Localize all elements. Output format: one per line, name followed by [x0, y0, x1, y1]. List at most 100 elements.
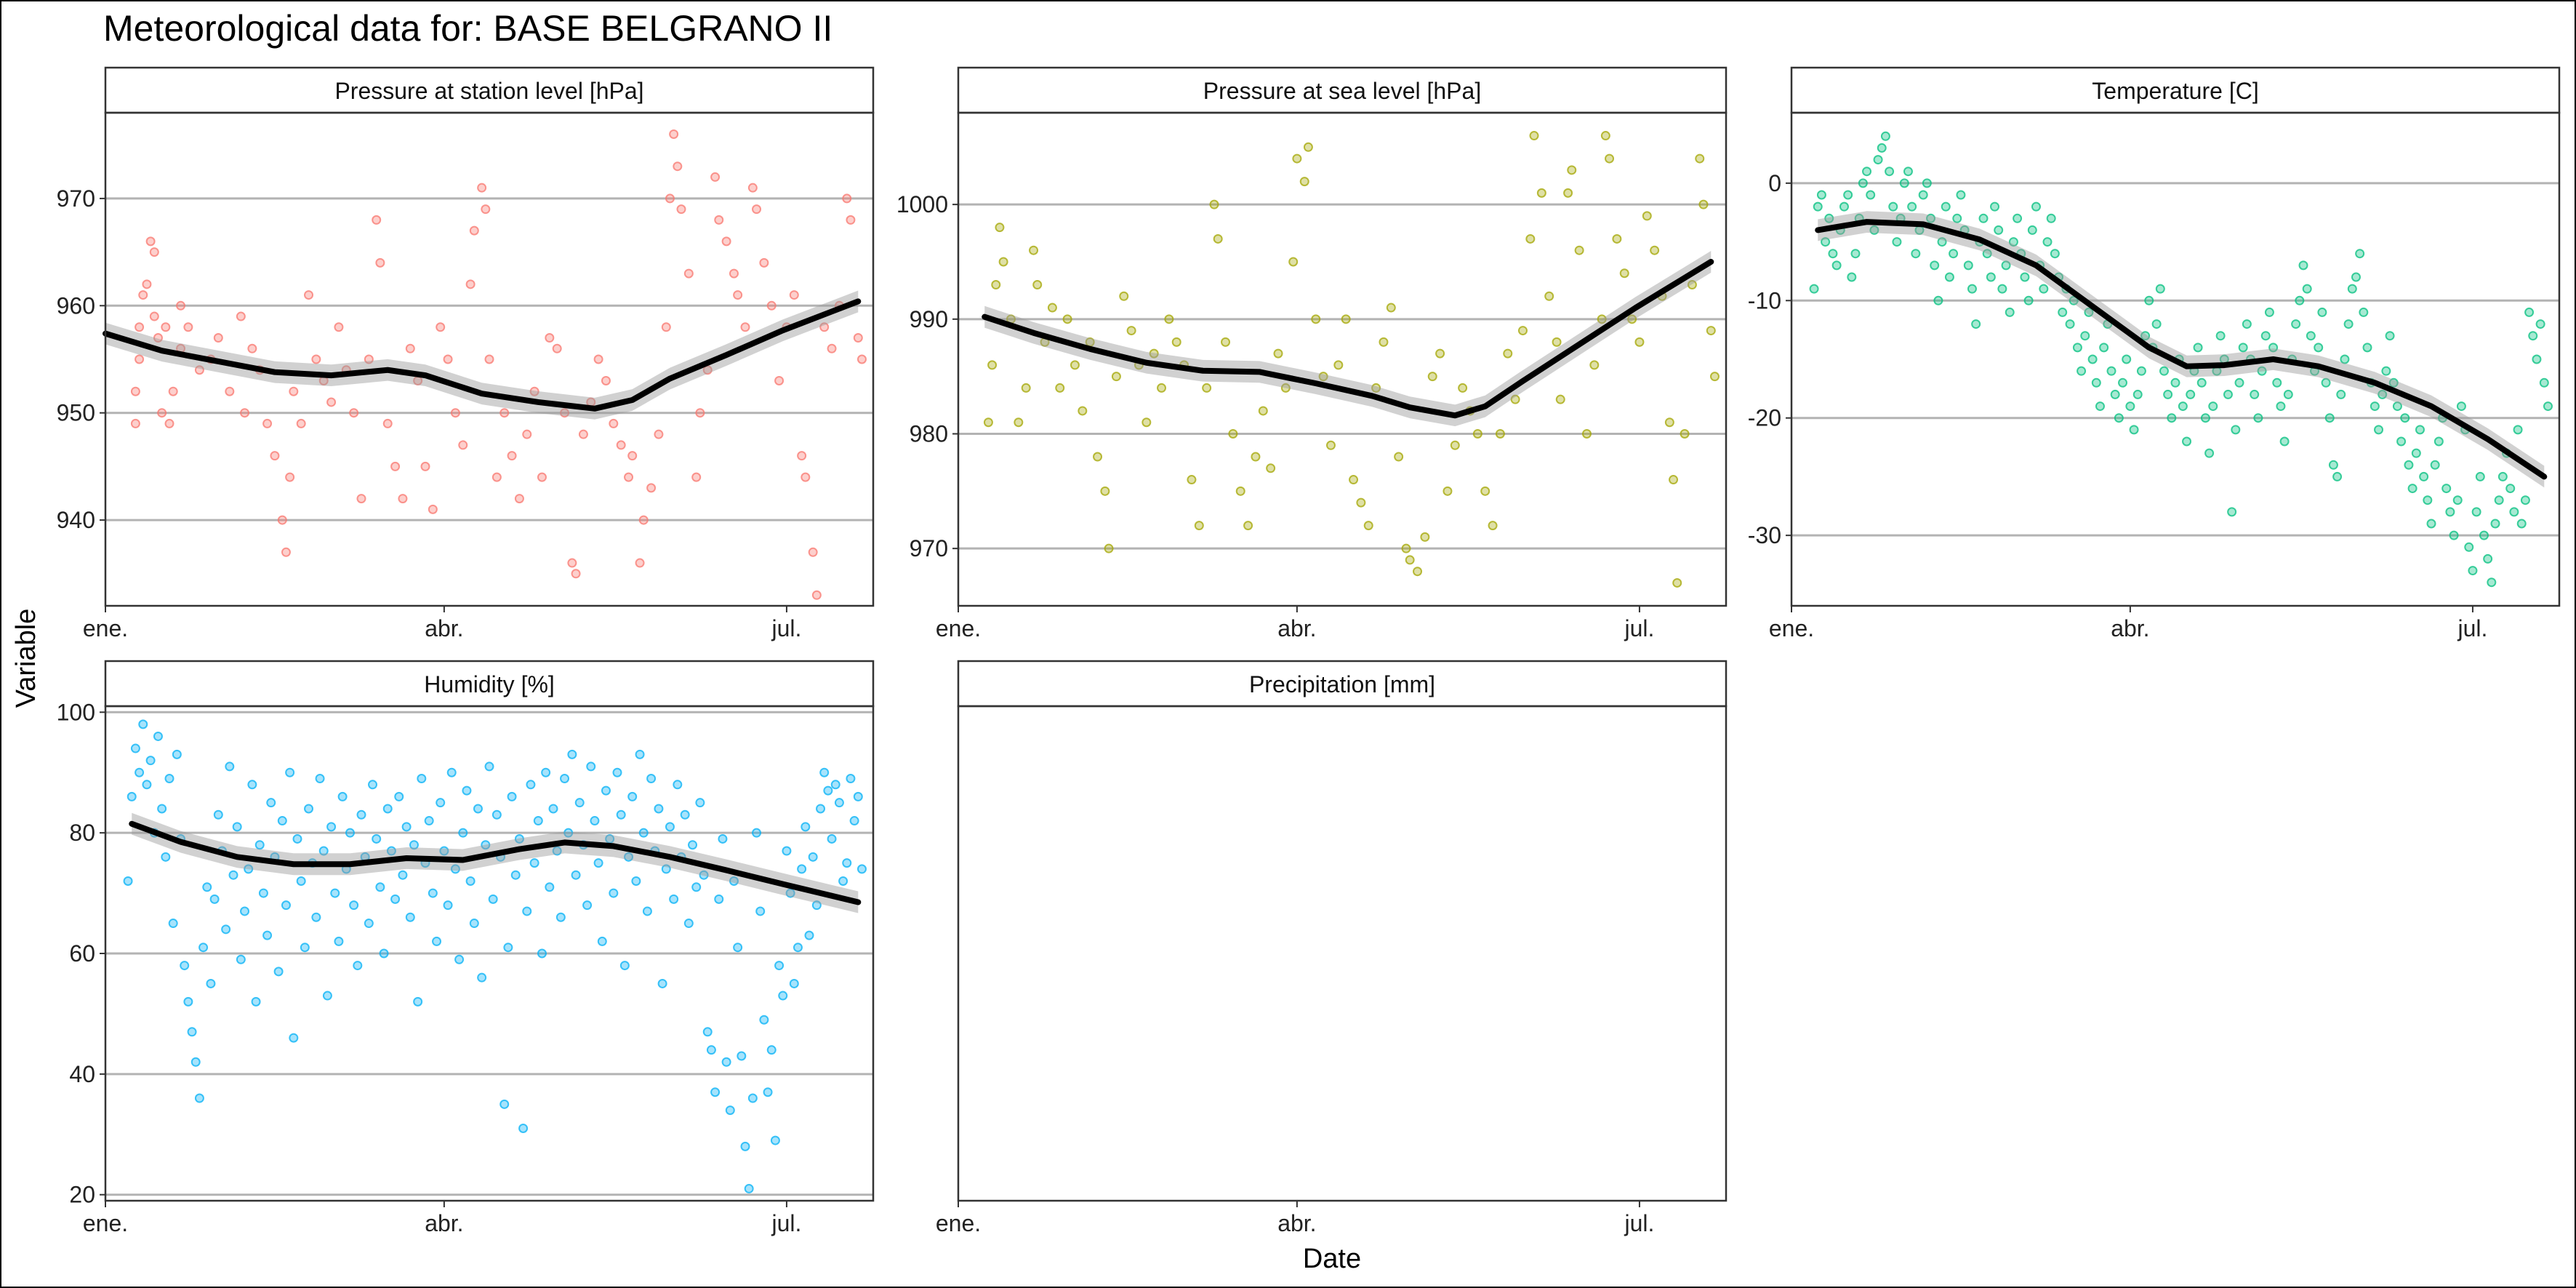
data-point	[1650, 245, 1660, 255]
data-point	[1213, 233, 1223, 244]
data-point	[1318, 372, 1328, 382]
data-point	[168, 386, 178, 396]
data-point	[1371, 383, 1381, 393]
data-point	[654, 804, 664, 814]
data-point	[168, 919, 178, 929]
trend-line	[1815, 219, 2548, 480]
data-point	[194, 1093, 204, 1103]
data-point	[714, 894, 724, 904]
data-point	[1997, 284, 2007, 294]
data-point	[1990, 201, 2000, 212]
data-point	[130, 743, 140, 753]
x-tick-label: ene.	[936, 1210, 981, 1236]
data-point	[382, 804, 393, 814]
data-point	[1930, 260, 1940, 271]
facet-title: Pressure at station level [hPa]	[334, 78, 643, 104]
y-tick-label: 990	[910, 306, 948, 332]
data-point	[2385, 331, 2395, 341]
data-point	[1687, 280, 1697, 290]
data-point	[529, 386, 539, 396]
data-point	[1510, 394, 1520, 404]
y-tick-label: 970	[57, 185, 95, 212]
panel-border	[957, 705, 1728, 1202]
data-point	[555, 912, 566, 922]
data-point	[2535, 319, 2545, 329]
data-point	[1014, 417, 1024, 428]
data-point	[740, 1141, 750, 1151]
data-point	[560, 408, 570, 418]
data-point	[2388, 377, 2399, 388]
x-tick-label: abr.	[425, 615, 463, 641]
data-point	[642, 906, 652, 916]
data-point	[1341, 314, 1351, 324]
data-point	[2314, 343, 2324, 353]
y-tick-label: 940	[57, 507, 95, 533]
data-point	[2471, 507, 2481, 517]
y-tick-label: 970	[910, 535, 948, 561]
data-point	[627, 791, 638, 801]
x-tick-label: jul.	[1624, 615, 1654, 641]
data-point	[518, 1123, 529, 1133]
x-tick-label: jul.	[2457, 615, 2487, 641]
data-point	[1413, 567, 1423, 577]
data-point	[702, 1027, 713, 1037]
data-point	[2058, 307, 2068, 317]
data-point	[2370, 401, 2380, 412]
data-point	[1458, 383, 1468, 393]
data-point	[183, 322, 193, 332]
data-point	[1363, 521, 1373, 531]
data-point	[2238, 343, 2248, 353]
y-tick-label: 980	[910, 420, 948, 447]
data-point	[1978, 213, 1989, 223]
data-point	[240, 906, 250, 916]
data-point	[635, 558, 645, 568]
data-point	[262, 930, 273, 940]
data-point	[1164, 314, 1174, 324]
data-point	[721, 236, 731, 247]
data-point	[710, 172, 721, 182]
data-point	[1021, 383, 1031, 393]
data-point	[1839, 201, 1849, 212]
data-point	[624, 852, 634, 862]
data-point	[285, 767, 295, 777]
data-point	[801, 822, 811, 832]
data-point	[1333, 360, 1344, 370]
data-point	[2159, 366, 2169, 376]
trend-line	[103, 298, 862, 412]
data-point	[281, 547, 291, 557]
data-point	[1922, 178, 1932, 188]
trend-line	[982, 258, 1714, 419]
data-point	[130, 386, 140, 396]
data-point	[382, 418, 393, 428]
data-point	[2381, 366, 2391, 376]
data-point	[1420, 532, 1430, 542]
data-point	[311, 354, 321, 364]
data-point	[1847, 272, 1857, 282]
data-point	[797, 864, 807, 874]
data-point	[733, 943, 743, 953]
data-point	[2110, 389, 2120, 399]
data-point	[209, 894, 220, 904]
data-point	[1824, 213, 1834, 223]
data-point	[213, 809, 223, 820]
data-point	[2343, 319, 2354, 329]
data-point	[1941, 201, 1951, 212]
data-point	[514, 494, 524, 504]
data-point	[142, 279, 152, 289]
panel-border	[957, 111, 1728, 607]
data-point	[827, 343, 837, 353]
y-tick-label: 950	[57, 400, 95, 426]
data-point	[1698, 199, 1709, 209]
x-tick-label: abr.	[425, 1210, 463, 1236]
data-point	[1093, 452, 1103, 462]
data-point	[2441, 484, 2452, 494]
data-point	[481, 204, 491, 215]
data-point	[691, 882, 702, 892]
facet-title: Humidity [%]	[424, 671, 555, 697]
data-point	[187, 1027, 197, 1037]
data-point	[2374, 425, 2384, 435]
data-point	[337, 791, 348, 801]
facet-strip	[957, 660, 1728, 708]
data-point	[436, 798, 446, 808]
